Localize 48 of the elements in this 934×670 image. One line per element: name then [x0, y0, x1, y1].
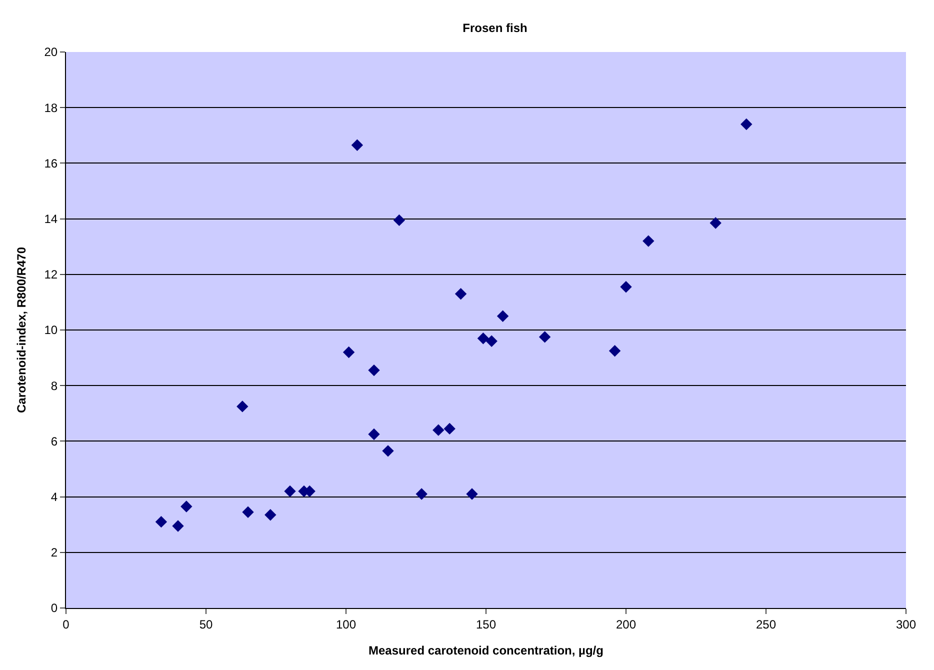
- x-tick-label: 250: [756, 617, 776, 632]
- x-tick-label: 300: [896, 617, 916, 632]
- y-tick-label: 16: [44, 156, 58, 170]
- point: [444, 422, 456, 435]
- y-tick-label: 8: [50, 378, 58, 393]
- point: [368, 364, 380, 376]
- y-tick-label: 18: [44, 100, 58, 115]
- y-tick-label: 14: [44, 212, 58, 226]
- point: [642, 235, 654, 247]
- point: [466, 488, 478, 500]
- point: [486, 335, 498, 347]
- point: [155, 516, 168, 528]
- x-tick-label: 200: [616, 617, 636, 632]
- y-tick-label: 0: [50, 601, 58, 616]
- point: [382, 445, 394, 457]
- chart-title: Frosen fish: [462, 20, 528, 35]
- point: [284, 485, 296, 498]
- point: [496, 310, 509, 322]
- point: [608, 345, 621, 357]
- y-tick-label: 6: [50, 434, 58, 448]
- point: [368, 428, 380, 440]
- point: [242, 506, 254, 518]
- point: [710, 217, 722, 229]
- y-tick-label: 2: [50, 546, 58, 560]
- point: [342, 346, 355, 358]
- y-axis-title: Carotenoid-index, R800/R470: [14, 246, 29, 414]
- point: [236, 400, 248, 412]
- point: [740, 118, 752, 130]
- y-tick-label: 12: [44, 268, 58, 282]
- point: [180, 500, 192, 512]
- y-tick-label: 20: [44, 45, 58, 60]
- x-axis-title: Measured carotenoid concentration, µg/g: [368, 643, 604, 658]
- y-tick-label: 10: [44, 323, 58, 338]
- x-tick-label: 100: [336, 617, 356, 632]
- point: [432, 424, 444, 436]
- point: [416, 488, 428, 500]
- point: [538, 331, 551, 343]
- point: [264, 509, 276, 521]
- point: [393, 214, 406, 226]
- x-tick-label: 150: [476, 617, 496, 632]
- y-tick-label: 4: [50, 490, 58, 504]
- point: [477, 332, 490, 344]
- point: [620, 281, 632, 293]
- point: [172, 520, 184, 532]
- x-tick-label: 0: [62, 617, 70, 632]
- point: [454, 288, 467, 300]
- x-tick-label: 50: [199, 617, 213, 632]
- point: [351, 139, 364, 151]
